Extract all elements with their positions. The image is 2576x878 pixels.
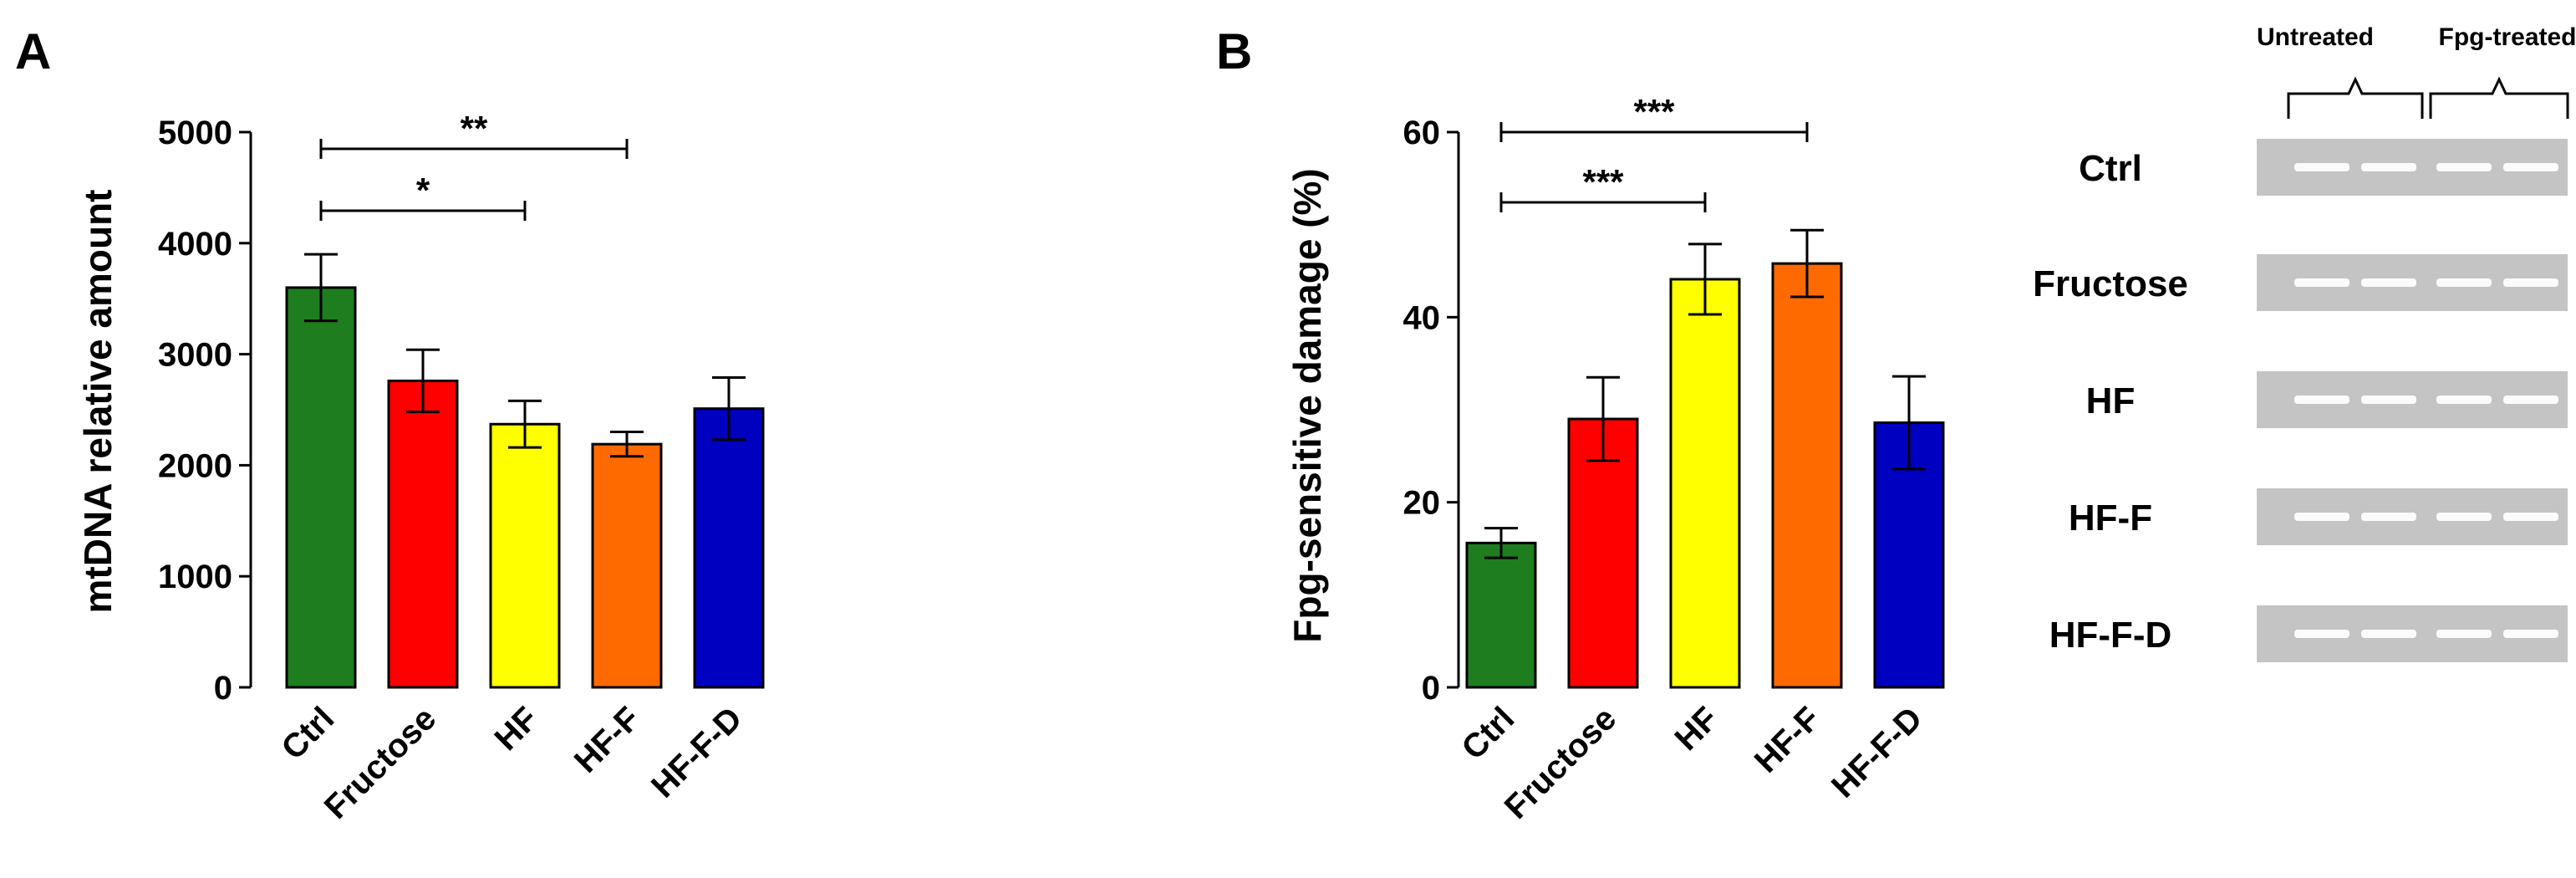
gel-band bbox=[2503, 513, 2558, 521]
category-label-fructose: Fructose bbox=[1498, 700, 1624, 826]
error-bar-hf-f bbox=[1790, 228, 1824, 299]
gel-band bbox=[2294, 513, 2349, 521]
category-label-fructose: Fructose bbox=[318, 700, 444, 826]
y-tick-label: 2000 bbox=[158, 447, 232, 484]
significance-bracket bbox=[319, 201, 527, 221]
gel-panel: Untreated Fpg-treated Ctrl Fructose HF HF-F… bbox=[2033, 23, 2576, 662]
error-bar-hf bbox=[1688, 242, 1722, 316]
gel-row-label-hf-f-d: HF-F-D bbox=[2049, 615, 2172, 656]
category-label-hf: HF bbox=[488, 700, 546, 758]
gel-band bbox=[2436, 630, 2492, 638]
gel-band bbox=[2361, 278, 2416, 287]
gel-band bbox=[2436, 278, 2492, 287]
gel-column-label-fpg-treated: Fpg-treated bbox=[2439, 23, 2576, 51]
gel-row-label-hf: HF bbox=[2086, 380, 2136, 421]
category-label-ctrl: Ctrl bbox=[1455, 700, 1522, 767]
gel-band bbox=[2436, 513, 2492, 521]
gel-row-label-hf-f: HF-F bbox=[2069, 498, 2152, 539]
y-tick-label: 60 bbox=[1403, 115, 1441, 151]
significance-label: * bbox=[416, 171, 430, 210]
significance-label: *** bbox=[1633, 92, 1675, 131]
y-tick-label: 3000 bbox=[158, 337, 232, 374]
gel-band bbox=[2294, 630, 2349, 638]
gel-band bbox=[2294, 278, 2349, 287]
significance-bracket bbox=[319, 139, 629, 159]
panel-a-letter: A bbox=[15, 23, 51, 79]
error-bar-ctrl bbox=[304, 253, 338, 323]
gel-band bbox=[2361, 396, 2416, 404]
gel-band bbox=[2503, 396, 2558, 404]
y-tick-label: 0 bbox=[1422, 670, 1440, 707]
gel-band bbox=[2294, 163, 2349, 171]
bar-hf-f bbox=[591, 442, 663, 689]
category-label-hf-f: HF-F bbox=[568, 700, 648, 780]
bar-ctrl bbox=[285, 286, 357, 689]
y-tick-label: 5000 bbox=[158, 115, 232, 151]
gel-column-label-untreated: Untreated bbox=[2257, 23, 2374, 51]
gel-row-label-ctrl: Ctrl bbox=[2079, 148, 2142, 189]
gel-band bbox=[2361, 163, 2416, 171]
category-label-hf: HF bbox=[1668, 700, 1726, 758]
error-bar-ctrl bbox=[1484, 527, 1518, 559]
significance-bracket bbox=[1499, 122, 1809, 142]
significance-label: *** bbox=[1582, 162, 1624, 202]
bar-ctrl bbox=[1465, 541, 1537, 689]
gel-band bbox=[2503, 278, 2558, 287]
category-label-hf-f-d: HF-F-D bbox=[644, 700, 749, 804]
category-label-ctrl: Ctrl bbox=[275, 700, 342, 767]
error-bar-hf-f-d bbox=[1892, 375, 1926, 471]
bar-fructose bbox=[387, 379, 459, 689]
gel-band bbox=[2361, 630, 2416, 638]
bar-fructose bbox=[1567, 417, 1639, 689]
significance-label: ** bbox=[461, 109, 488, 148]
category-label-hf-f: HF-F bbox=[1748, 700, 1828, 780]
gel-bracket-untreated bbox=[2287, 76, 2424, 119]
panel-b-letter: B bbox=[1216, 23, 1252, 79]
error-bar-hf-f bbox=[610, 431, 644, 458]
significance-bracket bbox=[1499, 192, 1707, 212]
error-bar-fructose bbox=[406, 348, 440, 414]
gel-band bbox=[2294, 396, 2349, 404]
error-bar-fructose bbox=[1586, 375, 1620, 462]
error-bar-hf bbox=[508, 399, 542, 449]
y-tick-label: 40 bbox=[1403, 299, 1441, 336]
y-tick-label: 1000 bbox=[158, 559, 232, 595]
gel-band bbox=[2361, 513, 2416, 521]
bar-hf-f bbox=[1771, 262, 1843, 689]
gel-row-label-fructose: Fructose bbox=[2033, 263, 2188, 304]
category-label-hf-f-d: HF-F-D bbox=[1825, 700, 1929, 804]
gel-bracket-fpg-treated bbox=[2429, 76, 2569, 119]
gel-band bbox=[2436, 396, 2492, 404]
y-tick-label: 20 bbox=[1403, 485, 1441, 522]
chart-a-ylabel: mtDNA relative amount bbox=[76, 190, 120, 614]
bar-hf bbox=[489, 422, 561, 689]
error-bar-hf-f-d bbox=[712, 375, 746, 442]
gel-band bbox=[2436, 163, 2492, 171]
gel-band bbox=[2503, 630, 2558, 638]
y-tick-label: 4000 bbox=[158, 226, 232, 263]
bar-hf-f-d bbox=[693, 407, 765, 689]
chart-b-ylabel: Fpg-sensitive damage (%) bbox=[1285, 168, 1329, 642]
bar-hf bbox=[1669, 278, 1741, 689]
y-tick-label: 0 bbox=[214, 670, 232, 707]
gel-band bbox=[2503, 163, 2558, 171]
